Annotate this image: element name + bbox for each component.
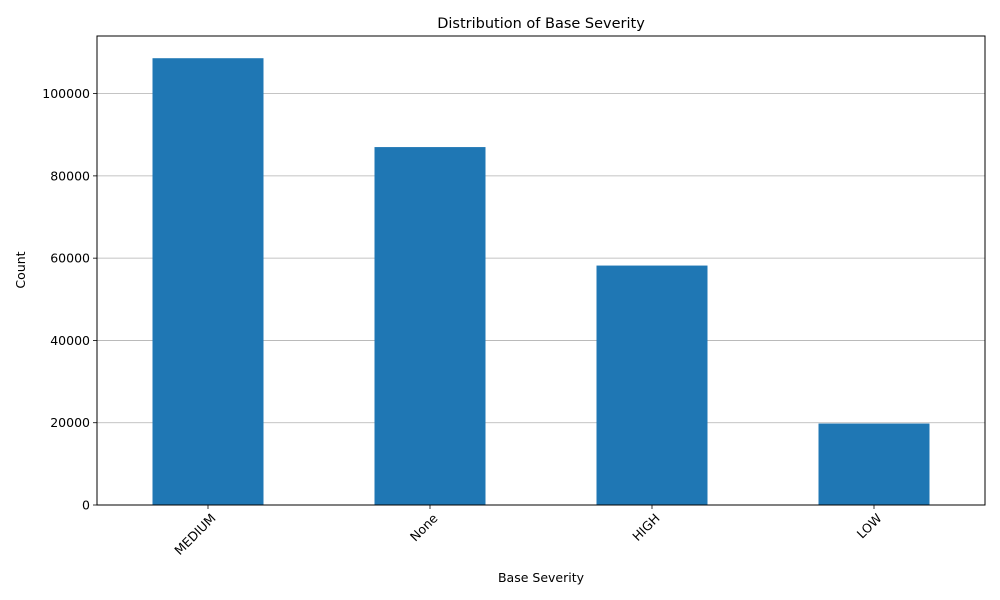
x-tick-label: None: [407, 510, 441, 544]
chart-title: Distribution of Base Severity: [437, 16, 645, 32]
bar-none: [374, 147, 486, 505]
x-tick-label: MEDIUM: [171, 511, 218, 558]
y-tick-label: 60000: [50, 251, 90, 266]
y-tick-label: 80000: [50, 168, 90, 183]
x-axis-ticks: MEDIUM None HIGH LOW: [171, 505, 885, 558]
x-tick-label: HIGH: [629, 511, 662, 544]
bar-medium: [152, 58, 264, 505]
x-tick-label: LOW: [854, 511, 885, 542]
x-axis-label: Base Severity: [498, 570, 585, 585]
y-axis-label: Count: [13, 251, 28, 288]
bar-high: [596, 265, 708, 505]
y-tick-label: 100000: [42, 86, 90, 101]
bar-low: [818, 423, 930, 505]
y-tick-label: 20000: [50, 415, 90, 430]
y-tick-label: 0: [82, 498, 90, 513]
axes-frame: [96, 35, 986, 506]
bars: [152, 58, 930, 505]
y-tick-label: 40000: [50, 333, 90, 348]
y-axis-ticks: 0 20000 40000 60000 80000 100000: [42, 86, 97, 513]
